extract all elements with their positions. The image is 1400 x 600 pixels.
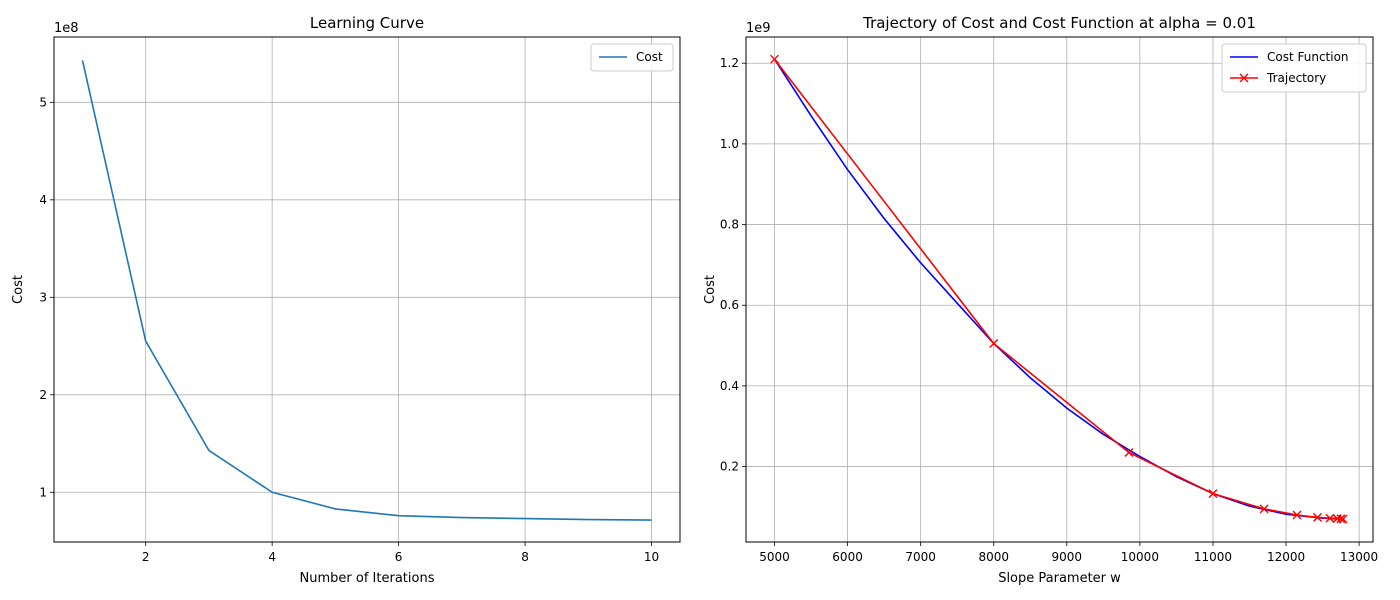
- x-tick-label: 6: [395, 550, 403, 564]
- y-tick-label: 1: [39, 485, 47, 499]
- x-tick-label: 10: [644, 550, 659, 564]
- x-tick-label: 8: [521, 550, 529, 564]
- x-tick-label: 7000: [905, 550, 936, 564]
- y-axis-label: Cost: [703, 275, 718, 304]
- y-offset-label: 1e8: [54, 21, 79, 36]
- series-layer: [81, 60, 652, 521]
- trajectory-chart: 5000 6000 7000 8000 9000 10000 11000 12000 13000…: [703, 14, 1378, 586]
- x-tick-label: 10000: [1121, 550, 1159, 564]
- x-tick-label: 12000: [1267, 550, 1305, 564]
- y-tick-label: 0.2: [720, 460, 739, 474]
- y-tick-label: 0.4: [720, 379, 739, 393]
- y-tick-label: 2: [39, 388, 47, 402]
- plot-frame: [53, 36, 681, 543]
- data-point-marker: [989, 339, 999, 349]
- x-axis-label: Number of Iterations: [300, 571, 435, 586]
- y-tick-label: 1.0: [720, 137, 739, 151]
- y-tick-label: 3: [39, 290, 47, 304]
- data-point-marker: [1259, 504, 1269, 514]
- data-point-marker: [770, 54, 779, 64]
- legend-label: Trajectory: [1266, 71, 1326, 85]
- x-tick-label: 6000: [832, 550, 863, 564]
- data-point-marker: [1124, 447, 1134, 457]
- x-tick-label: 9000: [1052, 550, 1083, 564]
- grid: [746, 37, 1373, 542]
- data-point-marker: [1208, 489, 1218, 499]
- legend-box: [1221, 43, 1367, 93]
- x-ticks: 2 4 6 8 10: [142, 542, 659, 564]
- y-tick-label: 1.2: [720, 56, 739, 70]
- data-point-marker: [1325, 513, 1335, 523]
- y-tick-label: 5: [39, 95, 47, 109]
- x-ticks: 5000 6000 7000 8000 9000 10000 11000 12000 13000: [759, 542, 1378, 564]
- chart-title: Trajectory of Cost and Cost Function at …: [862, 14, 1256, 32]
- x-tick-label: 4: [268, 550, 276, 564]
- legend: Cost Function Trajectory: [1221, 43, 1367, 93]
- legend-label: Cost: [636, 50, 663, 64]
- x-tick-label: 2: [142, 550, 150, 564]
- plot-frame: [745, 36, 1374, 543]
- series-layer: [770, 54, 1348, 524]
- data-point-marker: [1338, 514, 1348, 524]
- x-tick-label: 11000: [1194, 550, 1232, 564]
- y-ticks: 0.2 0.4 0.6 0.8 1.0 1.2: [720, 56, 746, 474]
- data-point-marker: [1292, 510, 1302, 520]
- x-axis-label: Slope Parameter w: [998, 571, 1121, 586]
- y-ticks: 1 2 3 4 5: [39, 95, 54, 499]
- x-tick-label: 13000: [1340, 550, 1378, 564]
- y-tick-label: 0.6: [720, 298, 739, 312]
- legend: Cost: [590, 43, 674, 72]
- x-tick-label: 5000: [759, 550, 790, 564]
- legend-label: Cost Function: [1267, 50, 1349, 64]
- y-offset-label: 1e9: [746, 21, 771, 36]
- y-axis-label: Cost: [11, 275, 26, 304]
- legend-box: [590, 43, 674, 72]
- series-line: [81, 60, 652, 521]
- y-tick-label: 0.8: [720, 218, 739, 232]
- y-tick-label: 4: [39, 193, 47, 207]
- data-point-marker: [1336, 514, 1346, 524]
- chart-title: Learning Curve: [310, 14, 424, 32]
- data-point-marker: [1312, 512, 1322, 522]
- x-tick-label: 8000: [978, 550, 1009, 564]
- legend-marker: [1239, 73, 1249, 83]
- grid: [54, 37, 680, 542]
